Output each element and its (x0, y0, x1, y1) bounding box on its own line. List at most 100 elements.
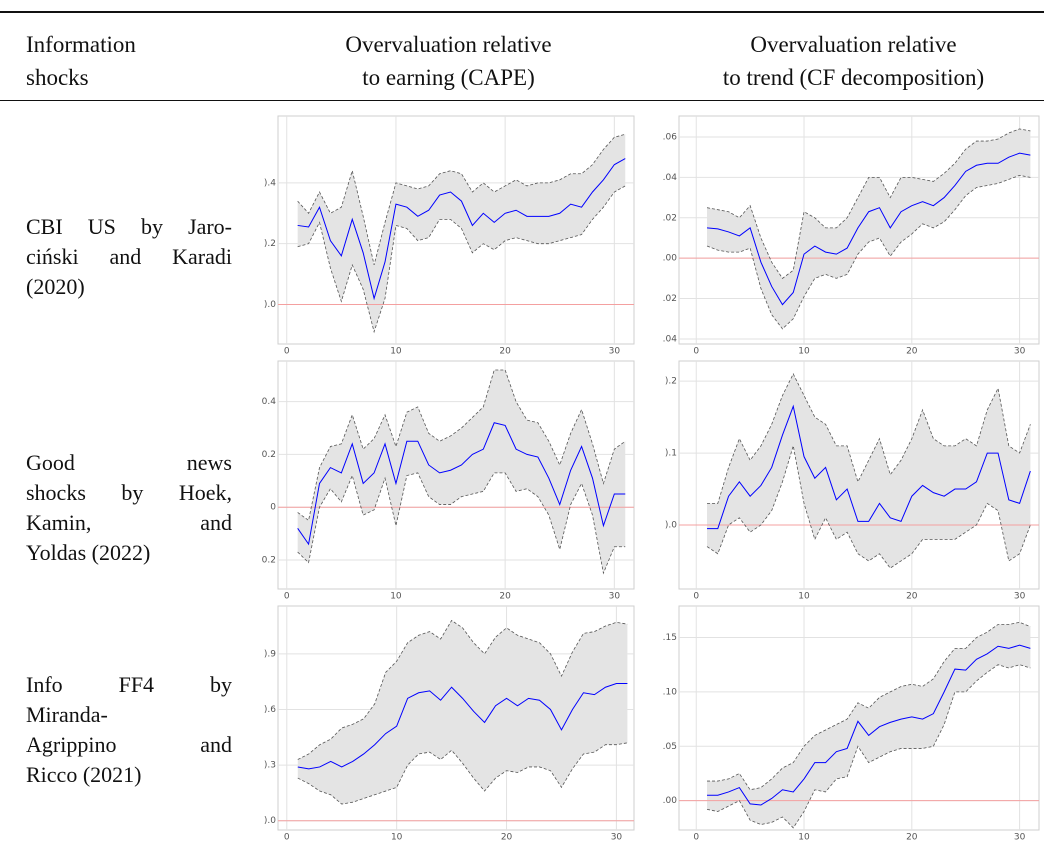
band-edge (297, 472, 626, 575)
x-tick-label: 10 (390, 592, 402, 602)
y-tick-label: ).0 (264, 816, 276, 826)
x-tick-label: 30 (611, 833, 623, 843)
x-tick-label: 10 (390, 347, 402, 357)
y-tick-label: ).0 (264, 300, 276, 310)
band-edge (297, 185, 626, 334)
x-tick-label: 0 (284, 592, 290, 602)
y-tick-label: ).4 (264, 178, 276, 188)
x-tick-label: 20 (501, 833, 513, 843)
x-tick-label: 0 (693, 592, 699, 602)
band-edge (297, 619, 628, 760)
y-tick-label: 0.2 (262, 555, 276, 565)
header-line: to trend (CF decomposition) (722, 65, 985, 90)
row-label-line: CBI US by Jaro- (26, 214, 232, 239)
x-tick-label: 0 (693, 833, 699, 843)
chart: ).0 ).1 ).2 0 10 20 30 (665, 360, 1040, 602)
x-tick-label: 0 (693, 347, 699, 357)
confidence-band (297, 620, 628, 805)
line (297, 683, 628, 770)
row-label-line: Kamin, and (26, 510, 232, 535)
line (297, 422, 626, 546)
band-edge (706, 174, 1031, 330)
x-tick-label: 20 (906, 347, 918, 357)
x-tick-label: 30 (609, 347, 621, 357)
y-tick-label: ).15 (663, 633, 677, 643)
band-edge (706, 664, 1031, 829)
header-line: Overvaluation relative (750, 32, 957, 57)
row-label-line: (2020) (26, 274, 85, 299)
header-line: Information (26, 32, 136, 57)
x-tick-label: 10 (798, 347, 810, 357)
y-tick-label: ).3 (264, 761, 276, 771)
row-label-line: Miranda- (26, 702, 108, 727)
row-label-line: ciński and Karadi (26, 244, 232, 269)
x-tick-label: 30 (609, 592, 621, 602)
line (707, 644, 1031, 806)
x-tick-label: 30 (1014, 592, 1026, 602)
y-tick-label: 0 (270, 503, 276, 513)
x-tick-label: 20 (499, 347, 511, 357)
band-edge (297, 742, 628, 805)
x-tick-label: 20 (906, 833, 918, 843)
row-label: Good news shocks by Hoek, Kamin, and Yol… (26, 448, 232, 568)
header-cell: Information shocks (26, 28, 136, 94)
header-line: shocks (26, 65, 89, 90)
top-rule (0, 11, 1044, 13)
confidence-band (707, 128, 1031, 329)
header-line: Overvaluation relative (345, 32, 552, 57)
band-edge (707, 621, 1031, 791)
x-tick-label: 30 (1014, 833, 1026, 843)
line (707, 404, 1031, 530)
band-edge (706, 128, 1031, 279)
x-tick-label: 10 (798, 833, 810, 843)
row-label-line: Ricco (2021) (26, 762, 142, 787)
row-label: CBI US by Jaro- ciński and Karadi (2020) (26, 212, 232, 302)
chart: ).00 ).05 ).10 ).15 0 10 20 30 (663, 605, 1040, 843)
chart: 0.2 0 0.2 0.4 0 10 20 30 (262, 360, 635, 602)
confidence-band (297, 134, 626, 332)
y-tick-label: ).2 (665, 377, 677, 387)
chart: ).0 ).2 ).4 0 10 20 30 (264, 115, 635, 357)
line (297, 158, 626, 301)
row-label: Info FF4 by Miranda- Agrippino and Ricco… (26, 670, 232, 790)
header-cell: Overvaluation relative to trend (CF deco… (663, 28, 1044, 94)
header-line: to earning (CAPE) (362, 65, 535, 90)
band-edge (297, 369, 626, 522)
header-cell: Overvaluation relative to earning (CAPE) (262, 28, 635, 94)
row-label-line: shocks by Hoek, (26, 480, 232, 505)
y-tick-label: ).1 (665, 449, 677, 459)
row-label-line: Agrippino and (26, 732, 232, 757)
x-tick-label: 0 (284, 347, 290, 357)
y-tick-label: ).0 (665, 520, 677, 530)
x-tick-label: 0 (284, 833, 290, 843)
y-tick-label: 0.02 (663, 213, 677, 223)
y-tick-label: 0.02 (663, 294, 677, 304)
y-tick-label: 0.4 (262, 397, 276, 407)
header-rule (0, 100, 1044, 101)
x-tick-label: 20 (499, 592, 511, 602)
x-tick-label: 10 (798, 592, 810, 602)
y-tick-label: ).6 (264, 705, 276, 715)
y-tick-label: ).00 (663, 796, 677, 806)
y-tick-label: ).10 (663, 687, 677, 697)
row-label-line: Info FF4 by (26, 672, 232, 697)
x-tick-label: 20 (906, 592, 918, 602)
row-label-line: Yoldas (2022) (26, 540, 151, 565)
y-tick-label: 0.06 (663, 133, 677, 143)
y-tick-label: 0.00 (663, 254, 677, 264)
confidence-band (297, 369, 626, 574)
y-tick-label: ).05 (663, 742, 677, 752)
chart: 0.04 0.02 0.00 0.02 0.04 0.06 0 10 20 30 (663, 115, 1040, 357)
line (706, 152, 1031, 306)
y-tick-label: 0.2 (262, 450, 276, 460)
y-tick-label: 0.04 (663, 173, 677, 183)
band-edge (707, 373, 1031, 504)
x-tick-label: 30 (1014, 347, 1026, 357)
y-tick-label: ).9 (264, 649, 276, 659)
y-tick-label: 0.04 (663, 334, 677, 344)
band-edge (706, 445, 1031, 569)
y-tick-label: ).2 (264, 239, 276, 249)
confidence-band (707, 622, 1031, 828)
band-edge (297, 133, 626, 266)
